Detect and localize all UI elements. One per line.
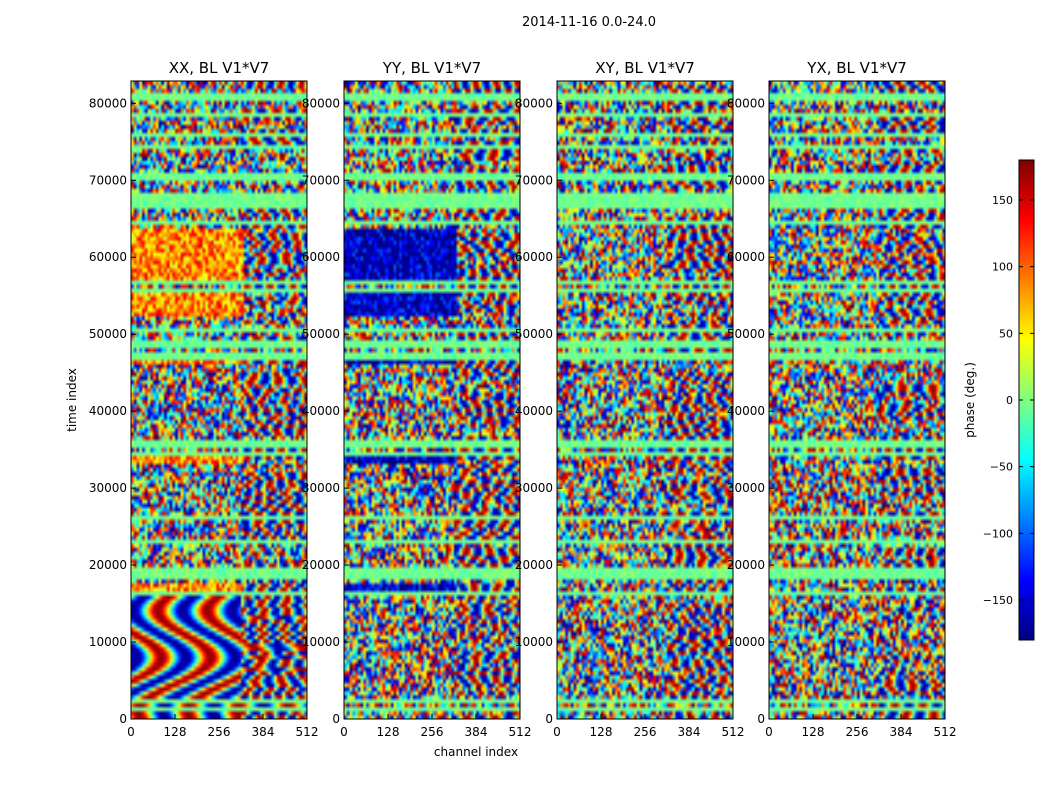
y-tick-label: 0 <box>757 712 765 726</box>
x-tick-label: 0 <box>340 725 348 739</box>
colorbar-tick-label: 100 <box>992 261 1013 274</box>
x-tick-label: 384 <box>678 725 701 739</box>
x-tick-label: 128 <box>164 725 187 739</box>
y-tick-label: 10000 <box>89 635 127 649</box>
y-tick-label: 70000 <box>727 173 765 187</box>
panel-1: XX, BL V1*V7 0 128 256 384 512 0 10000 20000 3000… <box>89 59 319 739</box>
y-tick-label: 30000 <box>727 481 765 495</box>
colorbar-tick-label: 150 <box>992 194 1013 207</box>
x-tick-label: 256 <box>634 725 657 739</box>
y-tick-label: 80000 <box>89 96 127 110</box>
y-tick-label: 20000 <box>89 558 127 572</box>
panel-4-title: YX, BL V1*V7 <box>806 59 907 77</box>
x-tick-label: 256 <box>208 725 231 739</box>
figure-suptitle: 2014-11-16 0.0-24.0 <box>522 15 656 30</box>
colorbar-tick-label: −50 <box>990 461 1013 474</box>
y-tick-label: 70000 <box>515 173 553 187</box>
x-tick-label: 512 <box>934 725 957 739</box>
y-tick-label: 60000 <box>515 250 553 264</box>
panel-4: YX, BL V1*V7 0 128 256 384 512 0 10000 20000 3000… <box>727 59 957 739</box>
y-tick-label: 10000 <box>302 635 340 649</box>
colorbar-label: phase (deg.) <box>963 362 977 438</box>
y-tick-label: 0 <box>119 712 127 726</box>
x-tick-label: 512 <box>296 725 319 739</box>
y-tick-label: 30000 <box>89 481 127 495</box>
panel-1-heatmap <box>131 81 307 719</box>
colorbar: 150 100 50 0 −50 −100 −150 phase (deg.) <box>963 159 1035 641</box>
x-tick-label: 384 <box>890 725 913 739</box>
colorbar-tick-label: −100 <box>983 527 1013 540</box>
y-tick-label: 30000 <box>302 481 340 495</box>
x-tick-label: 0 <box>127 725 135 739</box>
y-tick-label: 50000 <box>89 327 127 341</box>
x-tick-label: 384 <box>465 725 488 739</box>
y-tick-label: 40000 <box>515 404 553 418</box>
y-tick-label: 50000 <box>302 327 340 341</box>
x-tick-label: 256 <box>421 725 444 739</box>
y-tick-label: 60000 <box>727 250 765 264</box>
y-tick-label: 10000 <box>515 635 553 649</box>
y-tick-label: 20000 <box>515 558 553 572</box>
x-axis-label: channel index <box>434 745 518 759</box>
panel-3: XY, BL V1*V7 0 128 256 384 512 0 10000 20000 3000… <box>515 59 745 739</box>
y-tick-label: 80000 <box>302 96 340 110</box>
x-tick-label: 128 <box>377 725 400 739</box>
panel-1-title: XX, BL V1*V7 <box>169 59 270 77</box>
y-tick-label: 60000 <box>302 250 340 264</box>
panels: XX, BL V1*V7 0 128 256 384 512 0 10000 20000 3000… <box>89 59 957 739</box>
panel-3-heatmap <box>557 81 733 719</box>
x-tick-label: 0 <box>765 725 773 739</box>
y-tick-label: 70000 <box>302 173 340 187</box>
y-tick-label: 50000 <box>515 327 553 341</box>
x-tick-label: 256 <box>846 725 869 739</box>
y-tick-label: 0 <box>332 712 340 726</box>
colorbar-tick-label: 50 <box>999 327 1013 340</box>
x-tick-label: 128 <box>802 725 825 739</box>
y-tick-label: 70000 <box>89 173 127 187</box>
x-tick-label: 512 <box>509 725 532 739</box>
y-tick-label: 40000 <box>727 404 765 418</box>
y-tick-label: 20000 <box>302 558 340 572</box>
y-tick-label: 0 <box>545 712 553 726</box>
x-tick-label: 512 <box>722 725 745 739</box>
y-tick-label: 40000 <box>302 404 340 418</box>
x-tick-label: 0 <box>553 725 561 739</box>
colorbar-tick-label: 0 <box>1006 394 1013 407</box>
colorbar-tick-label: −150 <box>983 594 1013 607</box>
y-tick-label: 60000 <box>89 250 127 264</box>
y-tick-label: 80000 <box>727 96 765 110</box>
y-axis-label: time index <box>65 368 79 432</box>
panel-2: YY, BL V1*V7 0 128 256 384 512 0 10000 20000 3000… <box>302 59 532 739</box>
x-tick-label: 128 <box>590 725 613 739</box>
y-tick-label: 40000 <box>89 404 127 418</box>
panel-3-title: XY, BL V1*V7 <box>595 59 695 77</box>
panel-2-heatmap <box>344 81 520 719</box>
panel-4-heatmap <box>769 81 945 719</box>
y-tick-label: 80000 <box>515 96 553 110</box>
y-tick-label: 30000 <box>515 481 553 495</box>
y-tick-label: 50000 <box>727 327 765 341</box>
y-tick-label: 10000 <box>727 635 765 649</box>
panel-2-title: YY, BL V1*V7 <box>382 59 481 77</box>
x-tick-label: 384 <box>252 725 275 739</box>
y-tick-label: 20000 <box>727 558 765 572</box>
